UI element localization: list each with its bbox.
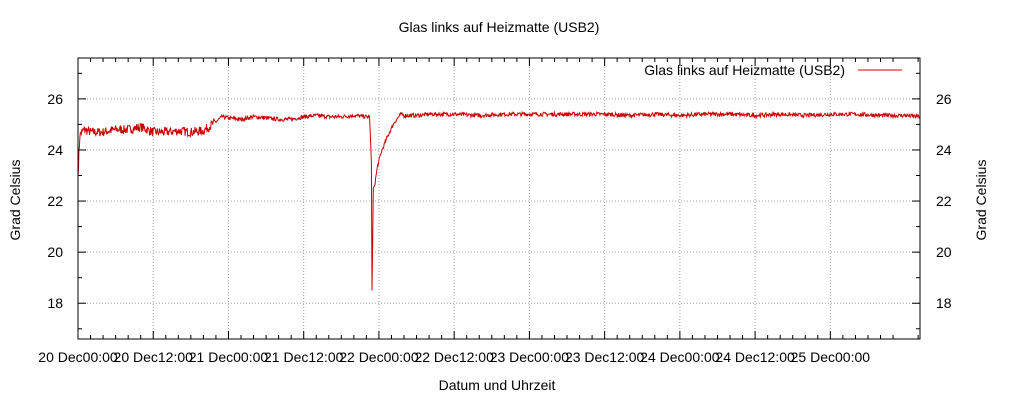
chart-title: Glas links auf Heizmatte (USB2) bbox=[399, 19, 600, 35]
x-tick-label: 25 Dec00:00 bbox=[791, 349, 871, 365]
x-tick-label: 24 Dec00:00 bbox=[640, 349, 720, 365]
x-tick-label: 24 Dec12:00 bbox=[715, 349, 795, 365]
x-tick-label: 20 Dec12:00 bbox=[114, 349, 194, 365]
y-tick-label: 18 bbox=[47, 295, 63, 311]
x-axis-label: Datum und Uhrzeit bbox=[439, 377, 556, 393]
series-line bbox=[77, 110, 921, 291]
grid-layer bbox=[78, 58, 920, 339]
x-tick-label: 22 Dec00:00 bbox=[339, 349, 419, 365]
x-tick-label: 21 Dec12:00 bbox=[264, 349, 344, 365]
y2-tick-label: 20 bbox=[936, 244, 952, 260]
y-axis-label: Grad Celsius bbox=[7, 160, 23, 241]
plot-frame bbox=[77, 57, 921, 340]
y-tick-label: 20 bbox=[47, 244, 63, 260]
y2-tick-label: 18 bbox=[936, 295, 952, 311]
x-tick-label: 20 Dec00:00 bbox=[38, 349, 118, 365]
legend-label: Glas links auf Heizmatte (USB2) bbox=[644, 62, 845, 78]
y-tick-label: 24 bbox=[47, 142, 63, 158]
x-tick-label: 23 Dec00:00 bbox=[490, 349, 570, 365]
legend: Glas links auf Heizmatte (USB2) bbox=[644, 62, 902, 78]
y2-tick-label: 24 bbox=[936, 142, 952, 158]
y-tick-label: 26 bbox=[47, 91, 63, 107]
y2-tick-label: 26 bbox=[936, 91, 952, 107]
x-tick-label: 22 Dec12:00 bbox=[414, 349, 494, 365]
y2-axis-label: Grad Celsius bbox=[973, 160, 989, 241]
series-layer bbox=[77, 110, 921, 291]
y-tick-label: 22 bbox=[47, 193, 63, 209]
y2-tick-label: 22 bbox=[936, 193, 952, 209]
x-tick-label: 21 Dec00:00 bbox=[189, 349, 269, 365]
x-tick-label: 23 Dec12:00 bbox=[565, 349, 645, 365]
